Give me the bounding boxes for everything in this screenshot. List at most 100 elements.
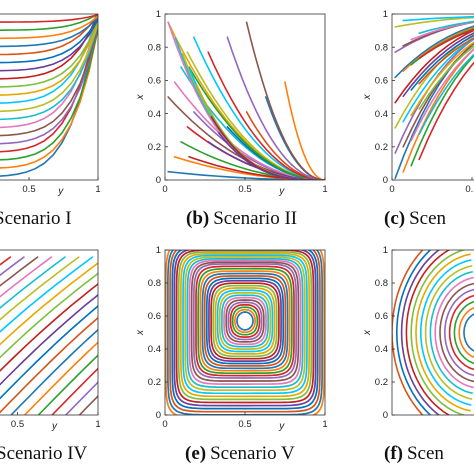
trajectory-a-16 [0,16,98,48]
y-axis-label-f: x [362,329,373,336]
y-tick-label-c-1: 0.2 [375,142,388,153]
trajectory-c-21 [402,21,474,47]
trajectory-f-6 [434,276,474,389]
trajectory-e-5 [225,299,265,343]
trajectory-e-8 [218,291,272,350]
trajectory-c-0 [394,41,474,180]
trajectory-c-2 [410,54,474,167]
trajectories-e [165,250,325,415]
trajectory-e-21 [190,261,300,382]
trajectory-c-16 [394,25,474,79]
trajectories-d [0,256,98,415]
trajectories-a [0,14,98,177]
trajectory-a-18 [0,14,98,31]
trajectory-e-27 [177,250,313,401]
y-axis-label-e: x [135,329,146,336]
trajectory-c-17 [402,26,474,72]
y-tick-label-e-1: 0.2 [148,377,161,388]
trajectory-d-20 [65,381,98,415]
x-axis-label-e: y [278,421,285,432]
trajectory-c-19 [418,28,474,60]
trajectory-e-9 [216,289,274,353]
captions-layer: Scenario I (b) Scenario II (c) Scen Scenar… [0,208,447,464]
trajectory-b-18 [188,66,319,180]
trajectories-c [394,15,474,180]
y-tick-label-f-0: 0 [383,410,388,421]
y-tick-label-b-4: 0.8 [148,42,161,53]
trajectory-c-1 [402,47,474,173]
y-tick-label-b-0: 0 [156,175,161,186]
trajectory-e-13 [208,279,282,362]
x-tick-label-c-1: 0.5 [465,184,474,195]
trajectory-b-17 [284,81,324,180]
trajectory-e-25 [182,254,308,395]
trajectory-e-2 [231,306,259,336]
trajectory-a-17 [0,15,98,40]
y-axis-label-b: x [135,94,146,101]
trajectory-a-3 [0,14,98,153]
x-axis-label-b: y [278,186,285,197]
trajectory-e-7 [221,294,269,348]
caption-e: (e) Scenario V [185,443,295,464]
trajectory-e-10 [214,287,276,355]
x-tick-label-a-1: 1 [95,184,100,195]
plots-layer: 0.5 1 y 0 0.5 1 0 0.2 0.4 0.6 0.8 1 y x 0 0.5 0 0.2 0.4 0.6… [0,9,474,432]
x-axis-label-d: y [51,421,58,432]
trajectory-a-5 [0,25,98,137]
trajectory-e-16 [201,272,289,370]
trajectory-e-17 [199,270,291,372]
panel-b: 0 0.5 1 0 0.2 0.4 0.6 0.8 1 y x [135,9,328,197]
trajectory-d-11 [0,272,98,359]
y-tick-label-f-5: 1 [383,245,388,256]
trajectory-f-10 [415,253,471,412]
x-tick-label-d-1: 1 [95,419,100,430]
x-tick-label-e-2: 1 [322,419,327,430]
trajectory-d-10 [0,262,98,346]
caption-b: (b) Scenario II [186,208,297,229]
y-tick-label-c-2: 0.4 [375,109,388,120]
trajectory-a-2 [0,27,98,161]
trajectory-c-11 [418,45,474,110]
trajectory-e-14 [205,277,285,365]
y-tick-label-e-2: 0.4 [148,344,161,355]
trajectory-f-12 [405,250,451,415]
trajectory-c-3 [418,61,474,161]
trajectory-e-19 [195,265,295,377]
trajectories-f [392,250,474,415]
trajectory-f-5 [439,282,474,383]
trajectory-e-33 [165,250,325,415]
trajectory-c-15 [418,37,474,85]
trajectory-d-8 [0,256,80,321]
trajectory-f-9 [419,259,472,406]
trajectory-c-5 [402,42,474,148]
axes-frame-f [391,249,474,416]
trajectory-c-8 [394,33,474,129]
trajectory-e-29 [173,250,317,407]
trajectory-b-21 [245,21,322,180]
trajectory-e-20 [192,263,298,379]
panel-e: 0 0.5 1 0 0.2 0.4 0.6 0.8 1 y x [135,245,328,432]
panel-c: 0 0.5 0 0.2 0.4 0.6 0.8 1 x [362,9,474,195]
trajectory-f-7 [429,271,473,394]
y-tick-label-b-1: 0.2 [148,142,161,153]
x-tick-label-b-1: 0.5 [238,184,251,195]
trajectory-d-13 [0,293,98,386]
trajectory-c-6 [410,47,474,142]
y-axis-label-c: x [362,94,373,101]
trajectory-d-14 [0,305,98,400]
y-tick-label-b-2: 0.4 [148,109,161,120]
trajectory-a-9 [0,14,98,104]
x-tick-label-e-1: 0.5 [238,419,251,430]
trajectory-f-2 [453,300,474,365]
x-tick-label-a-0: 0.5 [22,184,35,195]
trajectory-e-22 [188,259,302,385]
trajectory-a-15 [0,14,98,56]
caption-f: (f) Scen [384,443,444,464]
panel-d: 0.5 1 y [0,249,101,432]
x-tick-label-b-2: 1 [322,184,327,195]
trajectory-d-12 [0,282,98,372]
trajectory-a-8 [0,23,98,113]
trajectory-e-28 [175,250,315,404]
trajectory-f-13 [400,250,441,415]
trajectory-d-16 [10,328,98,415]
